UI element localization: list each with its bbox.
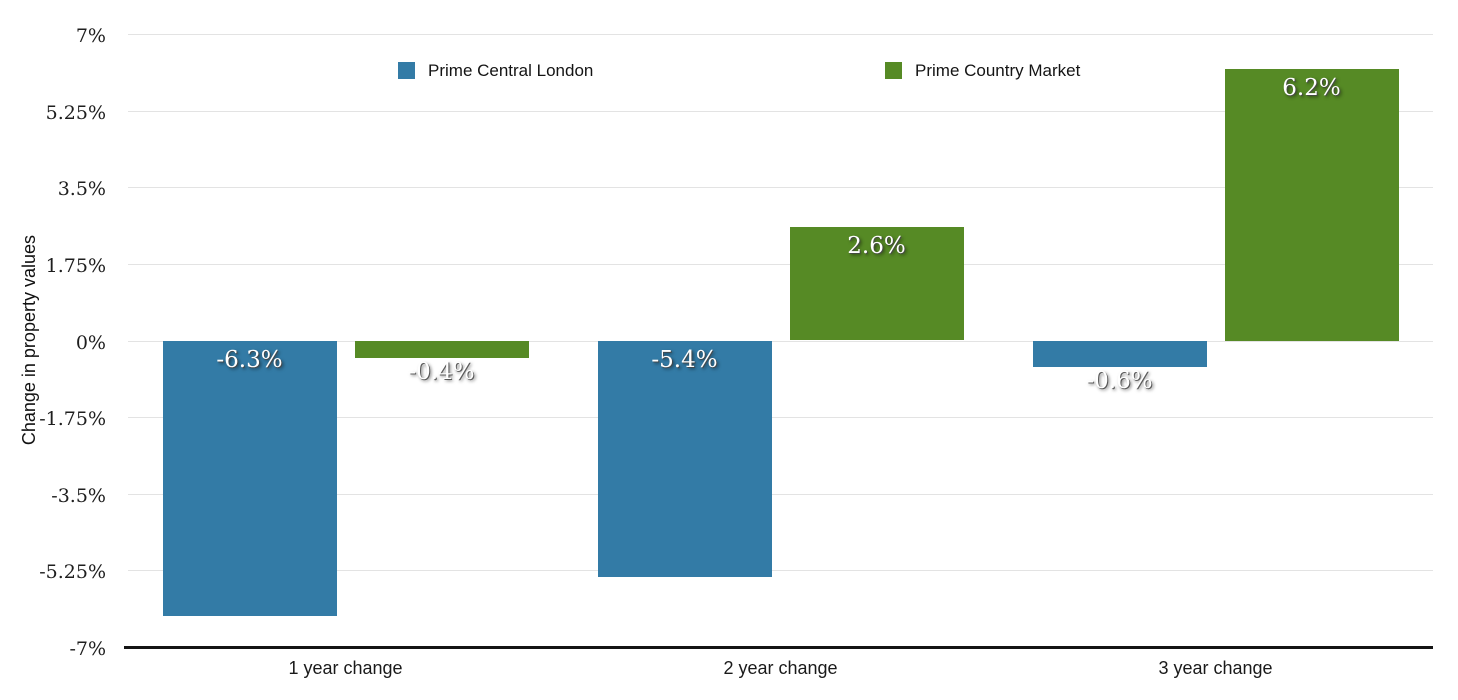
gridline <box>128 340 1433 342</box>
gridline <box>128 263 1433 265</box>
y-axis-tick-label: -7% <box>69 638 106 660</box>
gridline <box>128 187 1433 189</box>
legend-item-prime-central-london: Prime Central London <box>398 61 593 80</box>
legend-label: Prime Central London <box>428 60 594 80</box>
legend-label: Prime Country Market <box>915 60 1081 80</box>
gridline <box>128 417 1433 419</box>
bar-value-label: -6.3% <box>216 346 283 373</box>
legend-item-prime-country-market: Prime Country Market <box>885 61 1080 80</box>
y-axis-tick-label: 0% <box>75 331 106 354</box>
y-axis-tick-label: 5.25% <box>45 101 106 124</box>
y-axis-tick-label: 1.75% <box>45 254 106 277</box>
x-axis-category-label: 1 year change <box>288 658 403 678</box>
gridline <box>128 493 1433 495</box>
gridline <box>128 110 1433 112</box>
bar-value-label: 6.2% <box>1282 75 1341 101</box>
y-axis-tick-label: -3.5% <box>51 484 106 507</box>
bar-value-label: -0.4% <box>408 359 475 385</box>
bar-value-label: -5.4% <box>651 346 718 373</box>
y-axis-tick-label: 7% <box>75 25 106 47</box>
gridline <box>128 34 1433 35</box>
x-axis-category-label: 3 year change <box>1158 658 1273 678</box>
bar-prime-central-london <box>162 340 337 617</box>
y-axis-tick-label: -5.25% <box>39 561 106 584</box>
gridline <box>128 570 1433 572</box>
legend-swatch-icon <box>398 62 415 79</box>
bar-value-label: 2.6% <box>847 232 906 259</box>
x-axis-category-label: 2 year change <box>723 658 838 678</box>
y-axis-tick-label: -1.75% <box>39 408 106 431</box>
bar-prime-country-market <box>789 226 964 341</box>
y-axis-tick-label: 3.5% <box>57 178 106 201</box>
bar-prime-central-london <box>1032 340 1207 367</box>
x-axis-line <box>124 646 1433 649</box>
bar-value-label: -0.6% <box>1086 367 1153 394</box>
legend-swatch-icon <box>885 62 902 79</box>
bar-prime-central-london <box>597 340 772 577</box>
bar-prime-country-market <box>1224 69 1399 341</box>
bar-prime-country-market <box>354 340 529 358</box>
